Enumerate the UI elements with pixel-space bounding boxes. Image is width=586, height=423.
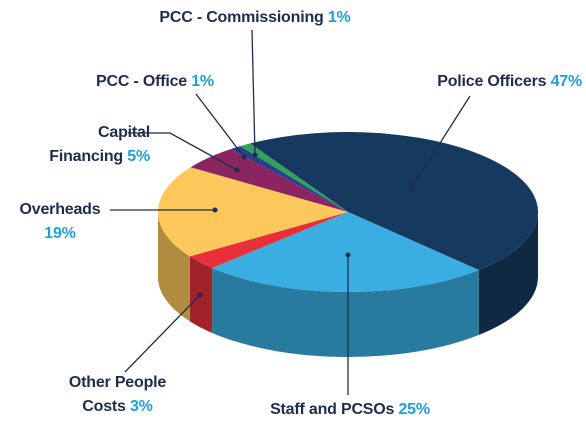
label-value: 19% bbox=[44, 225, 76, 242]
slice bbox=[240, 143, 348, 212]
slice bbox=[212, 212, 479, 292]
slice bbox=[189, 212, 348, 268]
leader-dot bbox=[409, 184, 415, 190]
slice-label: Police Officers 47% bbox=[392, 70, 582, 94]
leader-dot bbox=[197, 292, 203, 298]
label-name: Other People Costs bbox=[68, 374, 167, 415]
leader-dot bbox=[345, 252, 351, 258]
label-name: Staff and PCSOs bbox=[270, 401, 395, 418]
label-name: Capital Financing bbox=[49, 124, 150, 165]
leader-dot bbox=[241, 154, 247, 160]
slice-label: PCC - Office 1% bbox=[80, 70, 230, 94]
slice-side bbox=[478, 212, 538, 336]
label-value: 3% bbox=[129, 398, 153, 415]
leader-line bbox=[128, 132, 238, 171]
slice bbox=[158, 167, 348, 257]
label-name: Police Officers bbox=[437, 73, 547, 90]
leader-line bbox=[411, 95, 471, 188]
slice-side bbox=[212, 267, 479, 358]
leader-dot bbox=[234, 167, 240, 173]
leader-line bbox=[251, 29, 256, 156]
slice-label: Capital Financing 5% bbox=[30, 121, 150, 169]
label-name: Overheads bbox=[19, 201, 101, 218]
label-value: 47% bbox=[550, 73, 583, 90]
slice bbox=[190, 149, 348, 212]
slice bbox=[230, 146, 348, 212]
label-value: 1% bbox=[327, 9, 351, 26]
label-name: PCC - Commissioning bbox=[159, 9, 324, 26]
slice-label: Staff and PCSOs 25% bbox=[240, 398, 460, 422]
leader-line bbox=[195, 93, 245, 158]
label-name: PCC - Office bbox=[96, 73, 187, 90]
leader-dot bbox=[212, 207, 218, 213]
label-value: 5% bbox=[127, 148, 150, 165]
slice-label: PCC - Commissioning 1% bbox=[140, 6, 370, 30]
slice-label: Overheads 19% bbox=[10, 198, 110, 246]
leader-line bbox=[124, 294, 201, 373]
slice-label: Other People Costs 3% bbox=[60, 371, 175, 419]
label-value: 25% bbox=[398, 401, 430, 418]
slice-side bbox=[158, 212, 190, 322]
slice bbox=[250, 131, 539, 271]
label-value: 1% bbox=[191, 73, 214, 90]
leader-dot bbox=[252, 152, 258, 158]
